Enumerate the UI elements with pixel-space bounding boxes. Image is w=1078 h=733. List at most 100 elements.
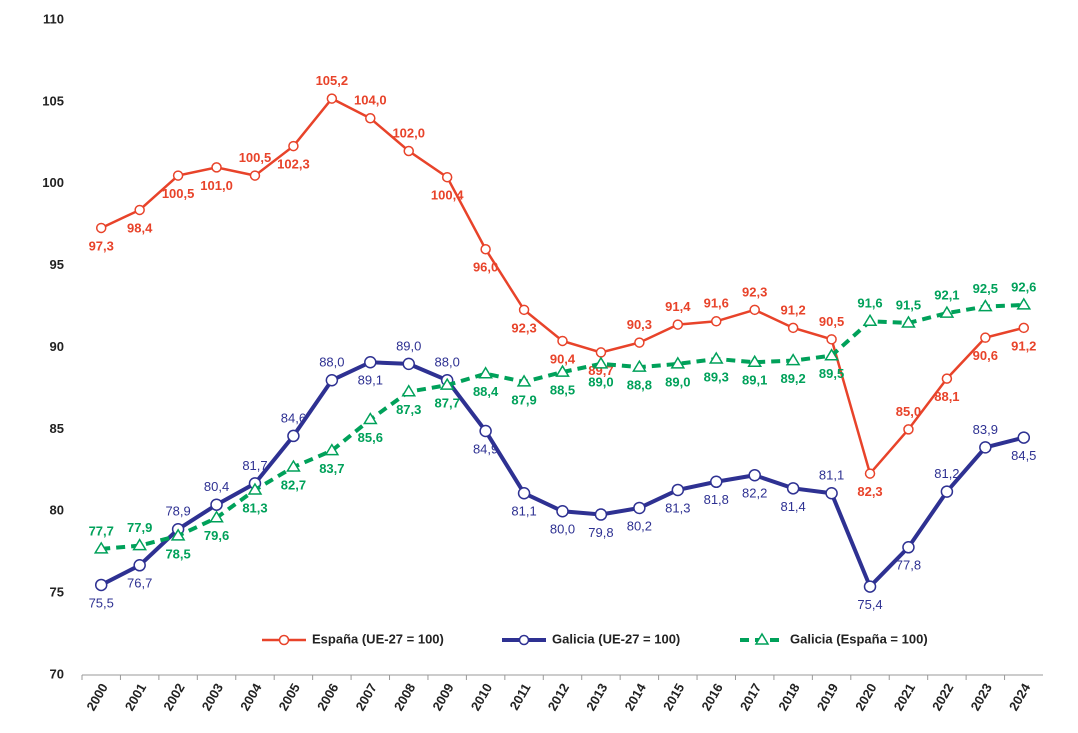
marker	[1018, 322, 1030, 334]
data-label: 81,4	[780, 499, 805, 514]
marker	[479, 424, 492, 438]
marker	[785, 353, 801, 366]
data-label: 78,5	[165, 546, 190, 561]
marker	[710, 475, 723, 489]
marker	[978, 299, 993, 312]
marker	[555, 364, 570, 377]
x-tick-label: 2020	[852, 681, 879, 714]
marker	[787, 322, 799, 334]
marker	[172, 170, 184, 181]
marker	[364, 355, 377, 369]
x-tick-label: 2002	[160, 681, 187, 714]
marker	[93, 541, 109, 554]
x-tick-label: 2005	[276, 681, 303, 714]
data-label: 100,5	[239, 150, 272, 165]
data-label: 75,5	[89, 595, 114, 610]
data-label: 76,7	[127, 576, 152, 591]
data-label: 98,4	[127, 220, 153, 235]
data-label: 87,9	[511, 392, 536, 407]
marker	[132, 538, 147, 551]
x-tick-label: 2023	[967, 681, 994, 714]
marker	[324, 443, 340, 456]
x-tick-label: 2018	[775, 681, 802, 714]
marker	[824, 348, 839, 361]
data-label: 101,0	[200, 178, 233, 193]
x-tick-label: 2004	[237, 680, 265, 713]
marker	[671, 483, 685, 497]
marker	[401, 384, 417, 397]
marker	[632, 359, 647, 372]
legend-label: Galicia (UE-27 = 100)	[552, 631, 680, 646]
marker	[247, 482, 263, 495]
data-label: 90,3	[627, 317, 652, 332]
marker	[940, 485, 954, 498]
marker	[95, 222, 107, 234]
marker	[634, 337, 645, 348]
data-label: 92,3	[511, 320, 536, 335]
data-label: 102,0	[392, 125, 425, 140]
data-label: 91,6	[857, 296, 882, 311]
marker	[939, 305, 955, 318]
data-label: 100,4	[431, 188, 464, 203]
y-tick-label: 85	[50, 421, 64, 436]
marker	[863, 580, 877, 593]
marker	[595, 347, 607, 358]
marker	[325, 374, 339, 387]
data-label: 91,2	[780, 302, 805, 317]
data-label: 91,2	[1011, 338, 1036, 353]
data-label: 79,8	[588, 525, 613, 540]
data-label: 77,7	[89, 523, 114, 538]
legend-item: Galicia (España = 100)	[740, 631, 928, 646]
data-label: 97,3	[89, 238, 114, 253]
data-label: 88,8	[627, 378, 652, 393]
data-label: 81,2	[934, 466, 959, 481]
legend-label: España (UE-27 = 100)	[312, 631, 444, 646]
marker	[941, 373, 953, 384]
marker	[902, 541, 915, 554]
data-label: 85,0	[896, 404, 921, 419]
data-label: 88,1	[934, 389, 959, 404]
marker	[903, 424, 914, 435]
x-tick-label: 2011	[507, 681, 534, 713]
x-tick-label: 2013	[583, 681, 610, 714]
legend-label: Galicia (España = 100)	[790, 631, 928, 646]
data-label: 81,3	[242, 500, 267, 515]
marker	[134, 204, 145, 216]
y-tick-label: 95	[50, 257, 64, 272]
marker	[439, 377, 455, 390]
data-label: 88,0	[435, 355, 460, 370]
data-label: 78,9	[165, 504, 190, 519]
x-tick-label: 2001	[122, 681, 149, 714]
x-tick-label: 2021	[891, 681, 918, 714]
marker	[670, 356, 686, 369]
data-label: 82,2	[742, 486, 767, 501]
marker	[901, 315, 916, 328]
data-label: 91,6	[704, 296, 729, 311]
marker	[556, 505, 569, 518]
x-tick-label: 2016	[698, 681, 725, 714]
data-label: 83,7	[319, 461, 344, 476]
data-label: 81,8	[704, 492, 729, 507]
marker	[708, 351, 724, 364]
data-label: 89,0	[396, 338, 421, 353]
data-label: 84,9	[473, 441, 498, 456]
data-label: 80,2	[627, 518, 652, 533]
marker	[593, 356, 609, 369]
marker	[826, 334, 837, 345]
x-tick-label: 2007	[352, 681, 379, 714]
data-label: 75,4	[857, 597, 882, 612]
x-tick-label: 2008	[391, 681, 418, 714]
x-tick-label: 2012	[545, 681, 572, 714]
y-tick-label: 75	[50, 585, 64, 600]
data-label: 88,5	[550, 383, 575, 398]
x-tick-label: 2019	[814, 681, 841, 714]
data-label: 100,5	[162, 186, 195, 201]
data-label: 89,2	[780, 371, 805, 386]
x-tick-label: 2024	[1006, 680, 1034, 713]
marker	[862, 313, 878, 327]
data-label: 90,6	[973, 348, 998, 363]
data-label: 87,3	[396, 402, 421, 417]
data-label: 90,4	[550, 351, 576, 366]
x-tick-label: 2017	[737, 681, 764, 714]
